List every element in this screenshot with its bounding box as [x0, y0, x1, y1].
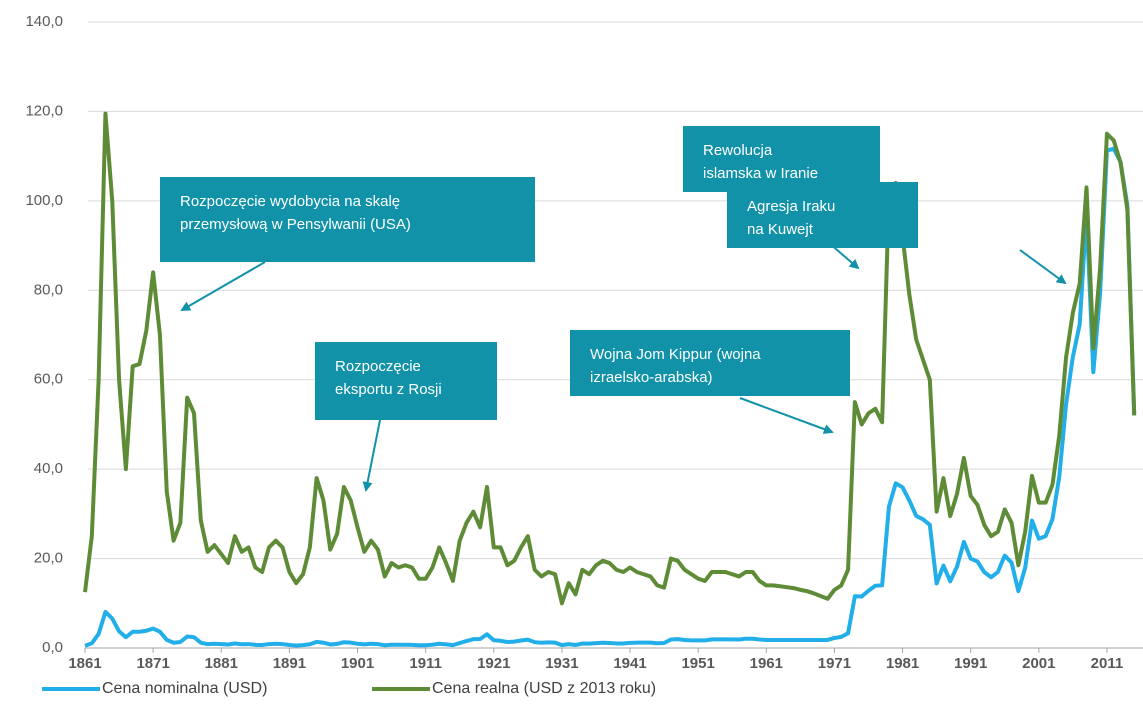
x-tick-label: 1931	[545, 655, 578, 672]
y-tick-label: 40,0	[34, 460, 63, 477]
y-tick-label: 60,0	[34, 371, 63, 388]
annotation-arrow	[1019, 249, 1067, 285]
legend-label: Cena realna (USD z 2013 roku)	[432, 680, 656, 697]
annotation-arrow	[739, 397, 834, 434]
x-tick-label: 1861	[68, 655, 101, 672]
annotation-arrow	[362, 419, 381, 492]
y-tick-label: 80,0	[34, 281, 63, 298]
annotation-text: Rewolucja	[703, 142, 773, 159]
y-tick-label: 100,0	[25, 192, 63, 209]
x-tick-label: 1891	[273, 655, 306, 672]
annotation-text: eksportu z Rosji	[335, 381, 442, 398]
annotation-text: Agresja Iraku	[747, 198, 835, 215]
x-tick-label: 1981	[886, 655, 919, 672]
x-tick-label: 1961	[750, 655, 783, 672]
x-tick-label: 1871	[136, 655, 169, 672]
series-line	[84, 146, 1137, 648]
annotation-text: Rozpoczęcie	[335, 358, 421, 375]
annotation-text: islamska w Iranie	[703, 165, 818, 182]
annotation-text: na Kuwejt	[747, 221, 814, 238]
annotation-box	[727, 182, 918, 248]
annotation-text: izraelsko-arabska)	[590, 369, 713, 386]
y-tick-label: 0,0	[42, 639, 63, 656]
annotation-arrow	[180, 261, 266, 312]
y-tick-label: 140,0	[25, 13, 63, 30]
x-tick-label: 1951	[681, 655, 714, 672]
x-tick-label: 2011	[1091, 655, 1124, 672]
x-tick-label: 1941	[613, 655, 646, 672]
series-line	[83, 111, 1137, 606]
x-tick-label: 1881	[205, 655, 238, 672]
annotation-box	[160, 177, 535, 262]
x-tick-label: 1921	[477, 655, 510, 672]
x-tick-label: 1911	[409, 655, 442, 672]
x-tick-label: 1971	[818, 655, 851, 672]
annotation-box	[315, 342, 497, 420]
legend: Cena nominalna (USD) Cena realna (USD z 2…	[42, 680, 656, 697]
lines	[83, 111, 1137, 648]
y-tick-label: 20,0	[34, 550, 63, 567]
x-tick-label: 1901	[341, 655, 374, 672]
annotation-text: przemysłową w Pensylwanii (USA)	[180, 216, 411, 233]
y-tick-label: 120,0	[25, 102, 63, 119]
annotations: Rozpoczęcie wydobycia na skalę przemysłow…	[160, 126, 1067, 492]
x-tick-label: 1991	[954, 655, 987, 672]
annotation-box	[683, 126, 880, 192]
annotation-text: Wojna Jom Kippur (wojna	[590, 346, 761, 363]
annotation-text: Rozpoczęcie wydobycia na skalę	[180, 193, 400, 210]
annotation-box	[570, 330, 850, 396]
grid: 0,0 20,0 40,0 60,0 80,0 100,0 120,0 140,0 1861 18…	[25, 13, 1143, 672]
x-tick-label: 2001	[1022, 655, 1055, 672]
legend-label: Cena nominalna (USD)	[102, 680, 267, 697]
